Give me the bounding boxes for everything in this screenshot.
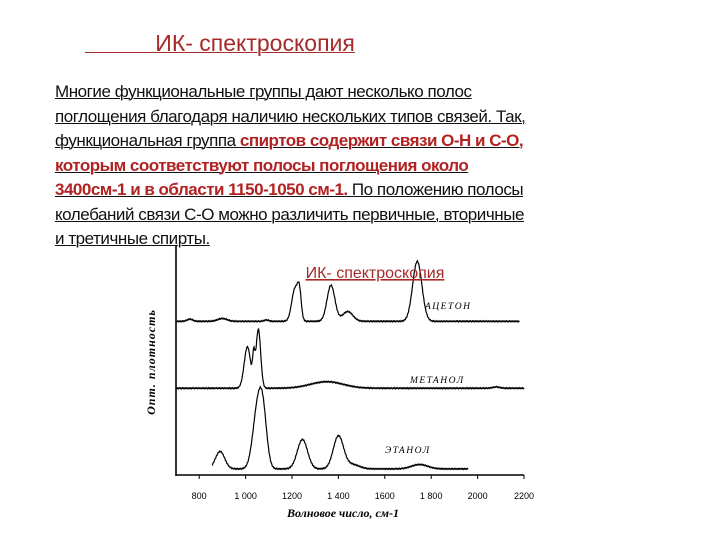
x-tick-label: 1200 xyxy=(282,491,302,501)
x-axis-label: Волновое число, см-1 xyxy=(286,506,399,520)
x-tick-label: 2200 xyxy=(514,491,534,501)
text-segment: Многие функциональные группы дают нескол… xyxy=(55,82,472,101)
chart-title: ИК- спектроскопия xyxy=(306,265,445,282)
highlighted-text: которым соответствуют полосы поглощения … xyxy=(55,155,469,175)
x-tick-label: 2000 xyxy=(468,491,488,501)
paragraph-line: Многие функциональные группы дают нескол… xyxy=(55,80,525,105)
paragraph-line: которым соответствуют полосы поглощения … xyxy=(55,154,525,179)
paragraph-line: 3400см-1 и в области 1150-1050 см-1. По … xyxy=(55,178,525,203)
x-tick-label: 1 000 xyxy=(234,491,257,501)
slide-paragraph: Многие функциональные группы дают нескол… xyxy=(55,80,526,252)
paragraph-line: поглощения благодаря наличию нескольких … xyxy=(55,105,526,130)
series-label-acetone: АЦЕТОН xyxy=(424,302,471,312)
paragraph-line: колебаний связи С-О можно различить перв… xyxy=(55,203,525,228)
slide-title: ИК- спектроскопия xyxy=(85,30,355,56)
spectrum-line-МЕТАНОЛ xyxy=(175,327,525,390)
text-segment: По положению полосы xyxy=(351,180,524,199)
y-axis-label: Опт. плотность xyxy=(144,309,158,415)
paragraph-line: функциональная группа спиртов содержит с… xyxy=(55,129,525,154)
series-label-methanol: МЕТАНОЛ xyxy=(409,376,465,386)
text-segment: функциональная группа xyxy=(55,131,240,150)
text-segment: поглощения благодаря наличию нескольких … xyxy=(55,106,526,126)
paragraph-line: и третичные спирты. xyxy=(55,227,525,252)
x-tick-label: 1600 xyxy=(375,491,395,501)
highlighted-text: 3400см-1 и в области 1150-1050 см-1. xyxy=(55,180,352,199)
x-tick-label: 1 400 xyxy=(327,491,350,501)
text-segment: колебаний связи С-О можно различить перв… xyxy=(55,204,524,224)
x-tick-label: 800 xyxy=(192,491,207,501)
text-segment: и третичные спирты. xyxy=(55,229,210,248)
highlighted-text: спиртов содержит связи О-Н и С-О, xyxy=(239,131,524,150)
spectrum-line-ЭТАНОЛ xyxy=(211,385,469,471)
spectrum-line-АЦЕТОН xyxy=(175,259,520,324)
series-label-ethanol: ЭТАНОЛ xyxy=(385,446,431,456)
x-tick-label: 1 800 xyxy=(420,491,443,501)
